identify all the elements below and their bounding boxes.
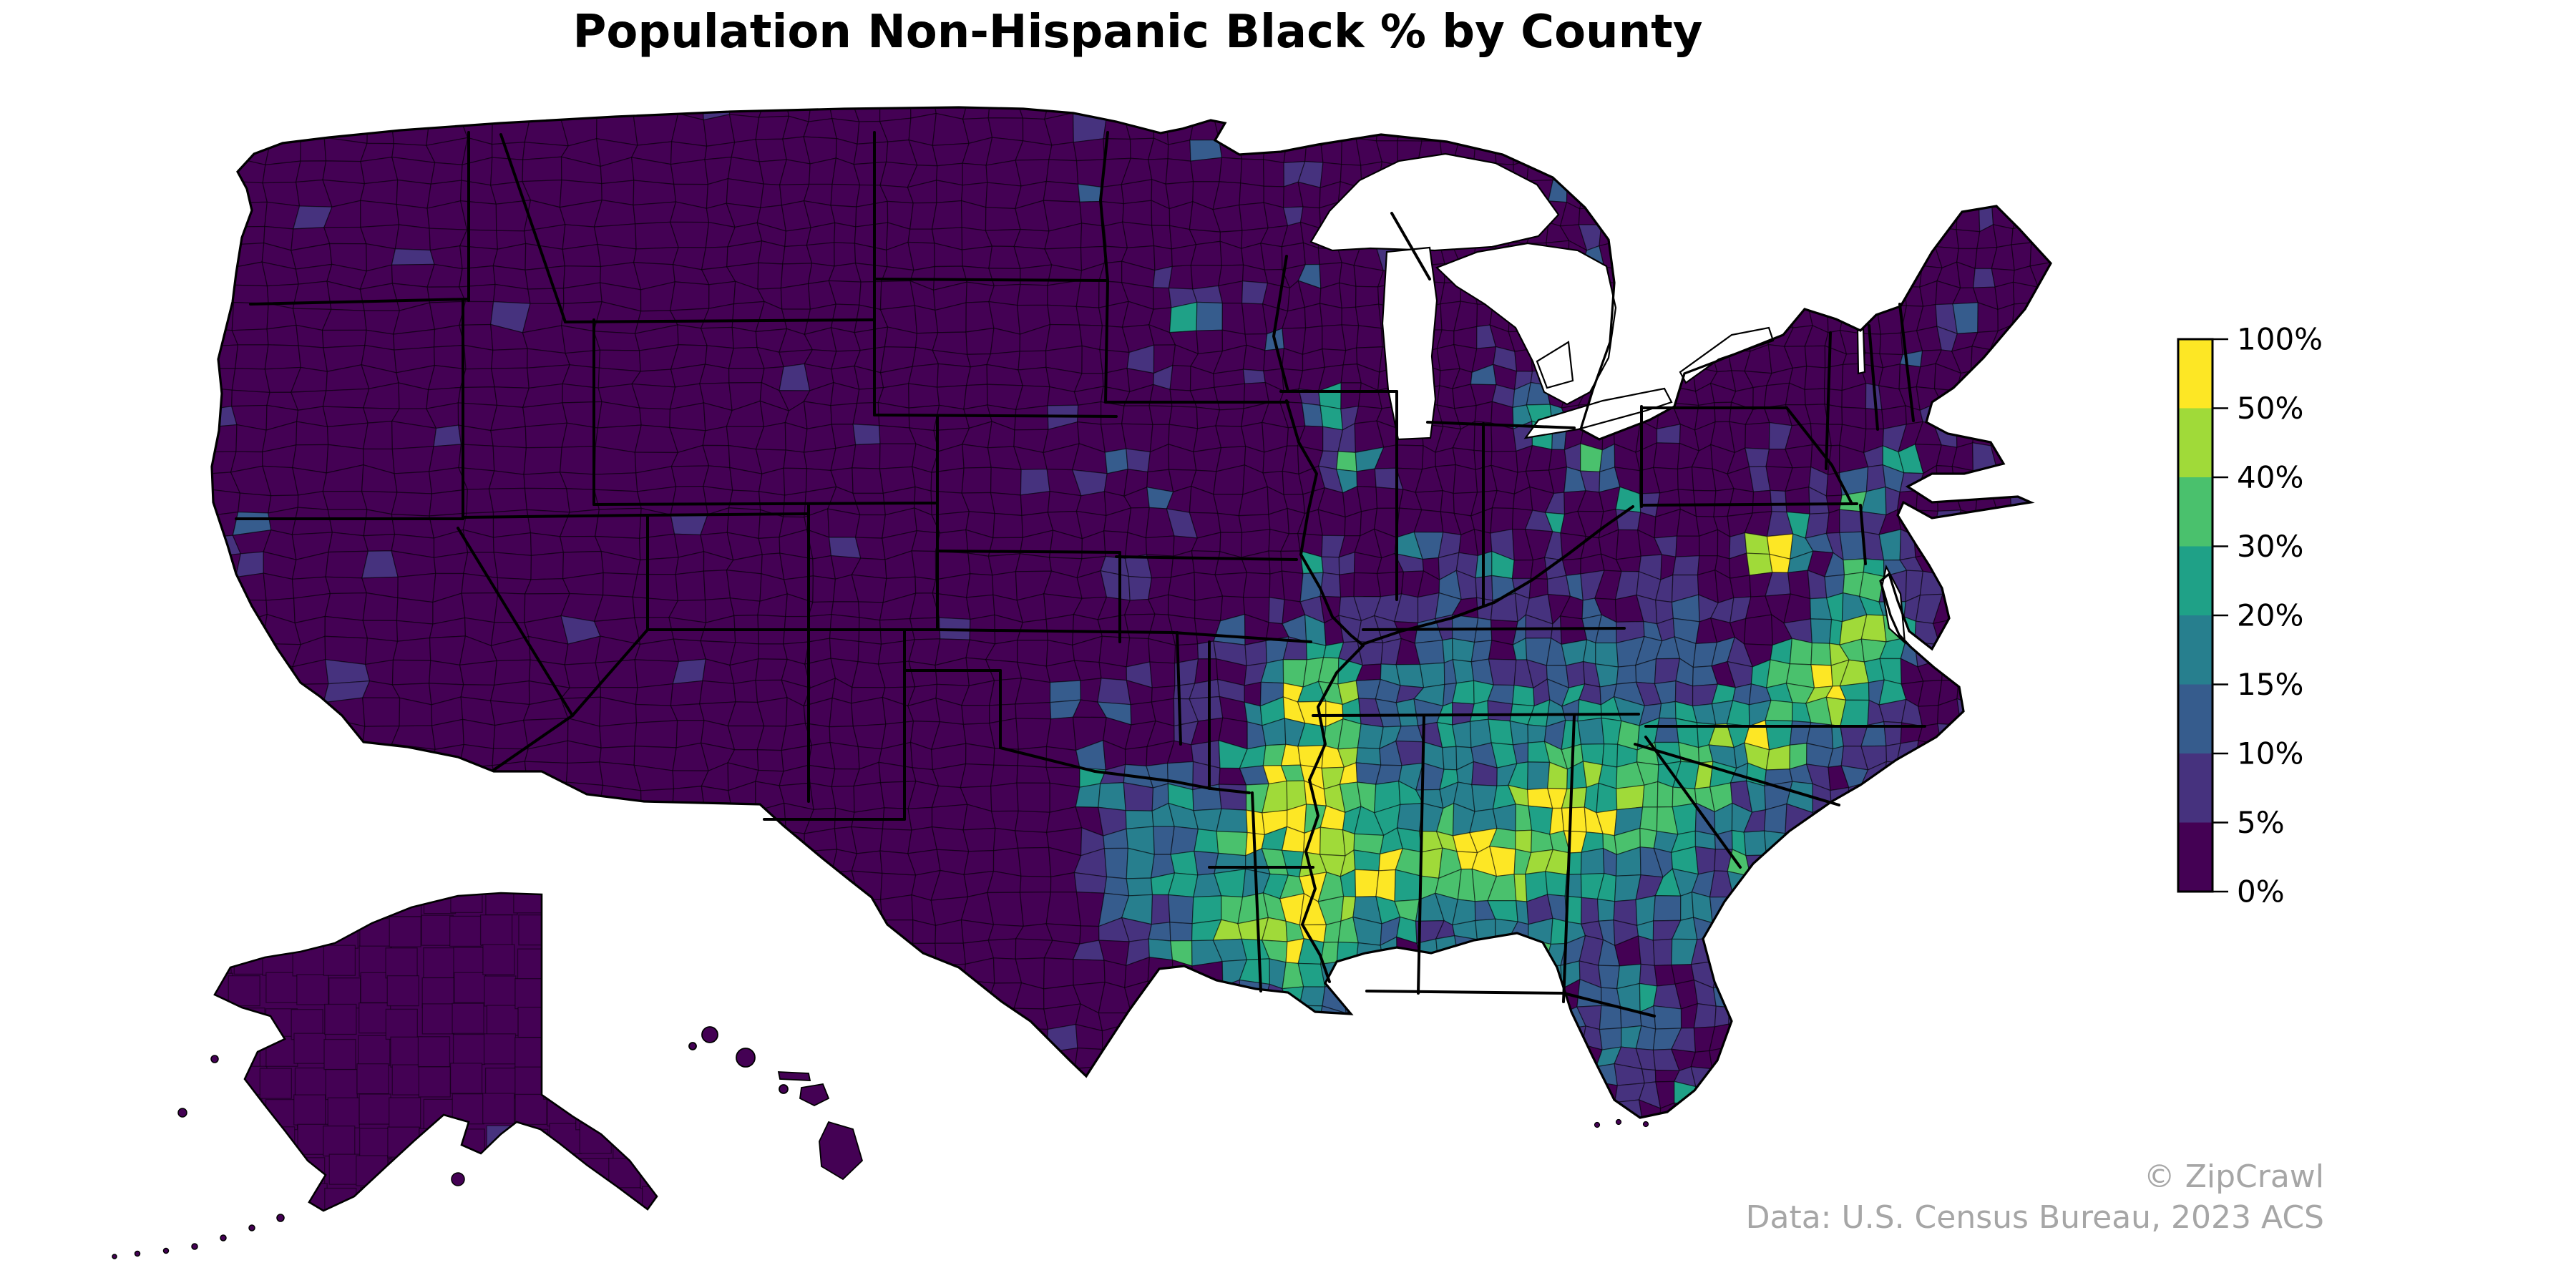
- legend-tick-label: 10%: [2237, 736, 2303, 771]
- legend-swatch: [2178, 408, 2212, 478]
- hawaii-inset: [688, 1026, 864, 1181]
- legend-tick-label: 40%: [2237, 460, 2303, 495]
- attribution-source: Data: U.S. Census Bureau, 2023 ACS: [1745, 1199, 2324, 1236]
- legend-swatch: [2178, 684, 2212, 754]
- legend-tick-label: 15%: [2237, 667, 2303, 702]
- alaska-inset: [112, 892, 658, 1259]
- state-borders: [235, 131, 1926, 1018]
- legend-tick-label: 20%: [2237, 598, 2303, 633]
- legend-swatch: [2178, 822, 2212, 892]
- attribution: © ZipCrawl Data: U.S. Census Bureau, 202…: [1746, 1157, 2324, 1238]
- florida-keys-dot: [1642, 1121, 1649, 1128]
- attribution-brand: © ZipCrawl: [2143, 1158, 2324, 1196]
- legend-swatch: [2178, 615, 2212, 686]
- legend-tick-label: 0%: [2237, 874, 2285, 909]
- legend-swatch: [2178, 753, 2212, 824]
- legend-tick-label: 100%: [2237, 322, 2323, 357]
- legend-swatch: [2178, 339, 2212, 409]
- national-border: [210, 106, 2052, 1119]
- legend-tick-label: 5%: [2237, 805, 2285, 840]
- page-title: Population Non-Hispanic Black % by Count…: [572, 6, 1703, 59]
- legend-swatch: [2178, 546, 2212, 616]
- florida-keys-dot: [1615, 1118, 1622, 1126]
- legend-tick-label: 30%: [2237, 529, 2303, 564]
- legend-colorbar: 100% 50% 40% 30% 20% 15% 10% 5% 0%: [2177, 322, 2323, 909]
- florida-keys-dot: [1594, 1121, 1601, 1128]
- legend-tick-label: 50%: [2237, 391, 2303, 426]
- legend-swatch: [2178, 477, 2212, 547]
